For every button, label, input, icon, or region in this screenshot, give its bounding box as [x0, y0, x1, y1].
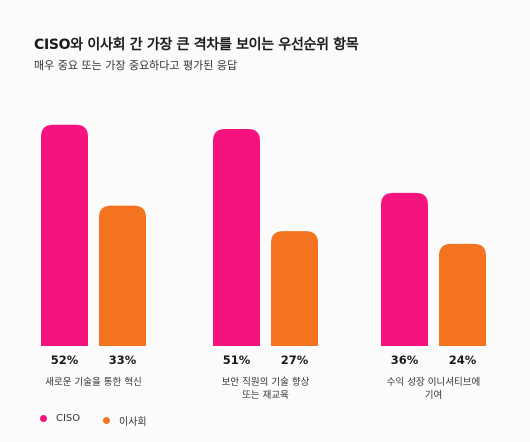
category-label-3: 수익 성장 이니셔티브에: [387, 376, 480, 388]
bar-board-3: [439, 243, 486, 346]
chart-subtitle: 매우 중요 또는 가장 중요하다고 평가된 응답: [34, 59, 238, 72]
value-label-ciso-3: 36%: [391, 353, 419, 367]
value-label-ciso-2: 51%: [223, 353, 251, 367]
value-label-board-3: 24%: [449, 353, 477, 367]
legend-item-board: 이사회: [103, 413, 147, 428]
bar-ciso-3: [381, 192, 428, 346]
bar-board-1: [99, 205, 146, 346]
legend-item-ciso: CISO: [40, 413, 80, 424]
value-label-board-2: 27%: [281, 353, 309, 367]
legend-label-board: 이사회: [119, 417, 147, 428]
bar-ciso-2: [213, 129, 260, 346]
value-label-board-1: 33%: [109, 353, 137, 367]
value-label-ciso-1: 52%: [51, 353, 79, 367]
legend-swatch-ciso: [40, 415, 47, 422]
category-label-2: 또는 재교육: [242, 390, 289, 401]
bar-board-2: [271, 231, 318, 346]
chart-title: CISO와 이사회 간 가장 큰 격차를 보이는 우선순위 항목: [34, 37, 359, 53]
category-label-3: 기여: [425, 389, 442, 401]
bar-ciso-1: [41, 124, 88, 346]
chart-legend: CISO 이사회: [0, 413, 530, 429]
legend-swatch-board: [103, 417, 110, 424]
category-label-2: 보안 직원의 기술 향상: [222, 376, 310, 388]
category-label-1: 새로운 기술을 통한 혁신: [45, 377, 141, 388]
legend-label-ciso: CISO: [56, 413, 81, 424]
